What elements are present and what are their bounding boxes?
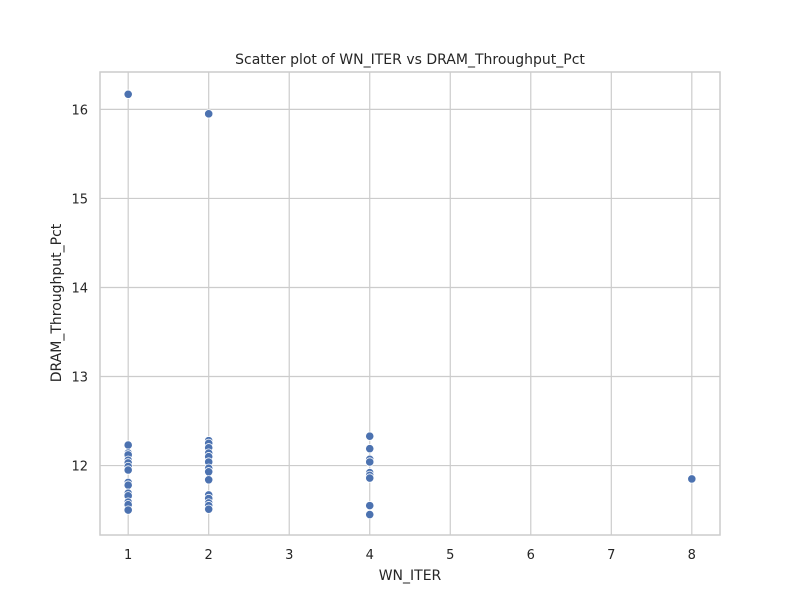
- y-axis-label: DRAM_Throughput_Pct: [49, 223, 65, 382]
- x-tick-label: 7: [607, 548, 615, 563]
- x-tick-label: 4: [366, 548, 374, 563]
- x-axis-label: WN_ITER: [379, 568, 442, 584]
- scatter-point: [123, 89, 133, 99]
- x-tick-label: 5: [446, 548, 454, 563]
- scatter-point: [123, 480, 133, 490]
- scatter-point: [123, 465, 133, 475]
- scatter-point: [365, 509, 375, 520]
- scatter-point: [123, 440, 133, 450]
- plot-background: [100, 72, 720, 535]
- x-tick-label: 1: [124, 548, 132, 563]
- scatter-point: [365, 444, 375, 454]
- scatter-point: [204, 467, 214, 477]
- scatter-point: [123, 505, 133, 515]
- points-layer: [123, 89, 697, 520]
- scatter-point: [204, 475, 214, 485]
- x-tick-label: 3: [285, 548, 293, 563]
- x-tick-label: 6: [527, 548, 535, 563]
- scatter-point: [365, 501, 375, 511]
- grid-layer: [100, 72, 720, 535]
- scatter-point: [365, 457, 375, 467]
- y-tick-label: 15: [71, 192, 88, 207]
- y-tick-label: 12: [71, 460, 88, 475]
- x-tick-label: 2: [205, 548, 213, 563]
- chart-title: Scatter plot of WN_ITER vs DRAM_Throughp…: [235, 52, 585, 68]
- y-tick-label: 13: [71, 371, 88, 386]
- x-tick-label: 8: [688, 548, 696, 563]
- scatter-point: [204, 504, 214, 514]
- scatter-point: [365, 431, 375, 441]
- y-tick-label: 14: [71, 281, 88, 296]
- scatter-point: [204, 109, 214, 119]
- plot-frame: [99, 71, 721, 536]
- plot-border: [99, 71, 721, 536]
- y-tick-label: 16: [71, 103, 88, 118]
- scatter-point: [687, 474, 697, 484]
- scatter-point: [365, 473, 375, 483]
